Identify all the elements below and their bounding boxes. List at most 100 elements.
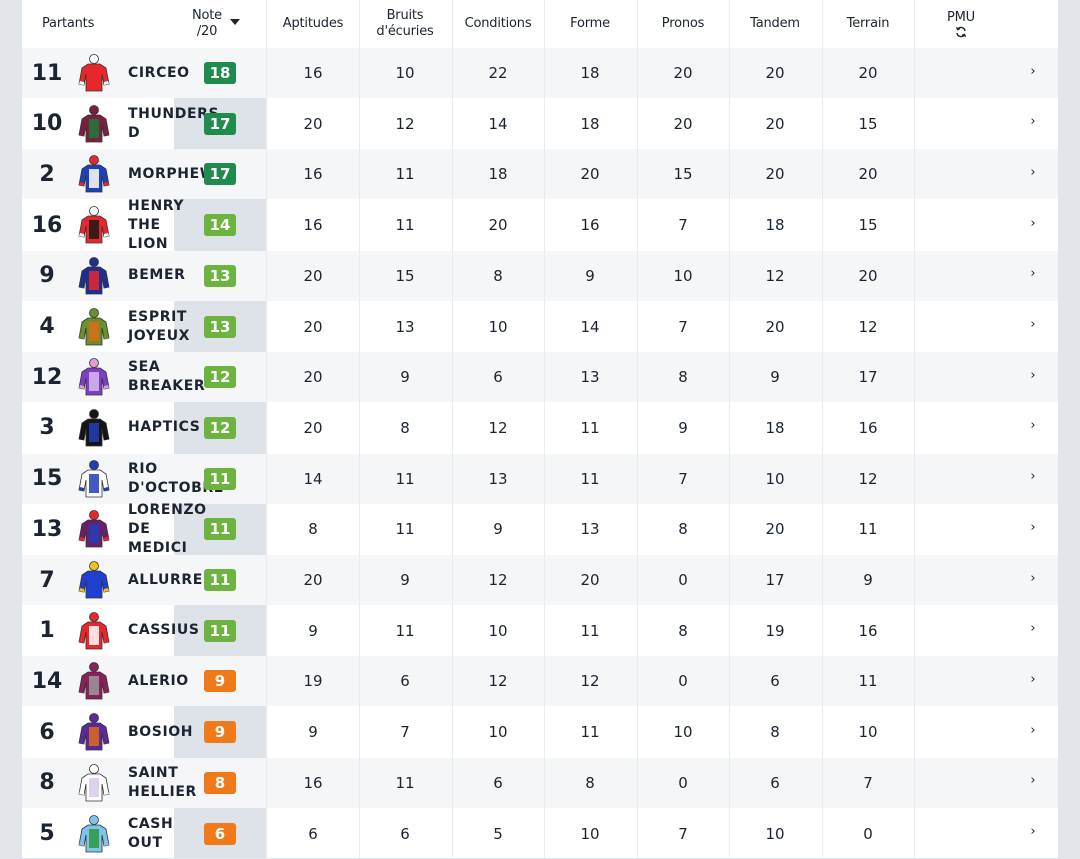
aptitudes-value: 9 [308,723,318,742]
forme-value: 11 [580,723,600,742]
forme-value: 9 [585,266,595,285]
chevron-right-icon[interactable]: › [1030,621,1036,637]
pronos-value: 7 [678,469,688,488]
aptitudes-value: 16 [303,773,323,792]
chevron-right-icon[interactable]: › [1030,671,1036,687]
terrain-value: 20 [858,266,878,285]
table-row[interactable]: 13 LORENZO DE MEDICI 11 8 11 9 13 8 20 11 › [22,501,1058,556]
note-badge: 14 [204,214,236,237]
header-bruits[interactable]: Bruits d'écuries [376,8,434,39]
runner-number: 6 [39,719,55,745]
table-row[interactable]: 14 ALERIO 9 19 6 12 12 0 6 11 › [22,656,1058,707]
runner-name[interactable]: SEA BREAKER [128,359,206,395]
jockey-silk-icon [78,510,110,548]
note-badge: 8 [204,771,236,794]
table-row[interactable]: 3 HAPTICS 12 20 8 12 11 9 18 16 › [22,403,1058,453]
caret-down-icon[interactable] [230,19,240,25]
chevron-right-icon[interactable]: › [1030,164,1036,180]
runner-name[interactable]: ESPRIT JOYEUX [128,308,191,344]
runner-name[interactable]: HAPTICS [128,419,201,436]
terrain-value: 15 [858,114,878,133]
header-pmu[interactable]: PMU [915,0,1007,48]
forme-value: 12 [580,672,600,691]
chevron-right-icon[interactable]: › [1030,824,1036,839]
table-row[interactable]: 4 ESPRIT JOYEUX 13 20 13 10 14 7 20 12 › [22,302,1058,352]
runner-name[interactable]: HENRY THE LION [128,197,185,252]
jockey-silk-icon [78,713,110,751]
runner-name[interactable]: BOSIOH [128,723,194,740]
table-row[interactable]: 1 CASSIUS 11 9 11 10 11 8 19 16 › [22,606,1058,656]
chevron-right-icon[interactable]: › [1030,114,1036,130]
table-row[interactable]: 9 BEMER 13 20 15 8 9 10 12 20 › [22,250,1058,301]
chevron-right-icon[interactable]: › [1030,418,1036,434]
table-row[interactable]: 2 MORPHEW 17 16 11 18 20 15 20 20 › [22,149,1058,200]
col-divider [359,0,360,858]
chevron-right-icon[interactable]: › [1030,469,1036,485]
header-note-line2: /20 [196,24,218,39]
forme-value: 14 [580,317,600,336]
conditions-value: 6 [493,773,503,792]
header-conditions[interactable]: Conditions [464,16,532,31]
note-badge: 11 [204,518,236,541]
chevron-right-icon[interactable]: › [1030,317,1036,332]
jockey-silk-icon [78,256,110,295]
runner-name[interactable]: RIO D'OCTOBRE [128,460,224,496]
runner-number: 13 [31,516,63,542]
aptitudes-value: 14 [303,469,323,488]
col-divider [637,0,638,858]
runner-name[interactable]: CASSIUS [128,622,200,639]
table-row[interactable]: 11 CIRCEO 18 16 10 22 18 20 20 20 › [22,48,1058,98]
conditions-value: 12 [488,418,508,437]
chevron-right-icon[interactable]: › [1030,215,1036,231]
tandem-value: 20 [765,520,785,539]
runner-name[interactable]: ALLURRE [128,571,203,588]
header-aptitudes[interactable]: Aptitudes [282,16,344,31]
runner-name[interactable]: SAINT HELLIER [128,764,197,800]
note-badge: 11 [204,569,236,591]
runner-number: 4 [39,314,55,339]
bruits-value: 8 [400,418,410,437]
table-row[interactable]: 5 CASH OUT 6 6 6 5 10 7 10 0 › [22,809,1058,859]
runner-name[interactable]: LORENZO DE MEDICI [128,501,207,556]
note-badge: 12 [204,416,236,439]
pronos-value: 10 [673,266,693,285]
runner-name[interactable]: MORPHEW [128,165,216,182]
aptitudes-value: 20 [303,418,323,437]
runner-name[interactable]: ALERIO [128,672,189,689]
table-row[interactable]: 6 BOSIOH 9 9 7 10 11 10 8 10 › [22,707,1058,757]
runner-name[interactable]: BEMER [128,267,186,284]
col-divider [544,0,545,858]
chevron-right-icon[interactable]: › [1030,266,1036,282]
bruits-value: 6 [400,824,410,843]
table-row[interactable]: 12 SEA BREAKER 12 20 9 6 13 8 9 17 › [22,352,1058,403]
tandem-value: 20 [765,165,785,184]
terrain-value: 15 [858,216,878,235]
chevron-right-icon[interactable]: › [1030,367,1036,383]
table-row[interactable]: 7 ALLURRE 11 20 9 12 20 0 17 9 › [22,555,1058,605]
pronos-value: 9 [678,418,688,437]
table-row[interactable]: 16 HENRY THE LION 14 16 11 20 16 7 18 15 › [22,197,1058,252]
runner-name[interactable]: CASH OUT [128,815,174,851]
refresh-icon[interactable] [955,26,967,38]
chevron-right-icon[interactable]: › [1030,570,1036,586]
header-forme[interactable]: Forme [570,16,610,31]
chevron-right-icon[interactable]: › [1030,63,1036,79]
header-pronos[interactable]: Pronos [661,16,705,31]
terrain-value: 12 [858,317,878,336]
table-row[interactable]: 8 SAINT HELLIER 8 16 11 6 8 0 6 7 › [22,757,1058,808]
chevron-right-icon[interactable]: › [1030,773,1036,789]
header-note[interactable]: Note /20 [182,0,232,48]
table-row[interactable]: 15 RIO D'OCTOBRE 11 14 11 13 11 7 10 12 › [22,453,1058,504]
aptitudes-value: 20 [303,571,323,589]
chevron-right-icon[interactable]: › [1030,519,1036,535]
runner-name[interactable]: CIRCEO [128,64,190,81]
runner-name[interactable]: THUNDERS D [128,105,220,141]
jockey-silk-icon [78,408,110,447]
header-note-line1: Note [192,8,222,23]
chevron-right-icon[interactable]: › [1030,722,1036,738]
forme-value: 8 [585,773,595,792]
header-terrain[interactable]: Terrain [846,16,890,31]
table-row[interactable]: 10 THUNDERS D 17 20 12 14 18 20 20 15 › [22,99,1058,149]
header-partants[interactable]: Partants [42,16,95,31]
header-tandem[interactable]: Tandem [750,16,800,31]
